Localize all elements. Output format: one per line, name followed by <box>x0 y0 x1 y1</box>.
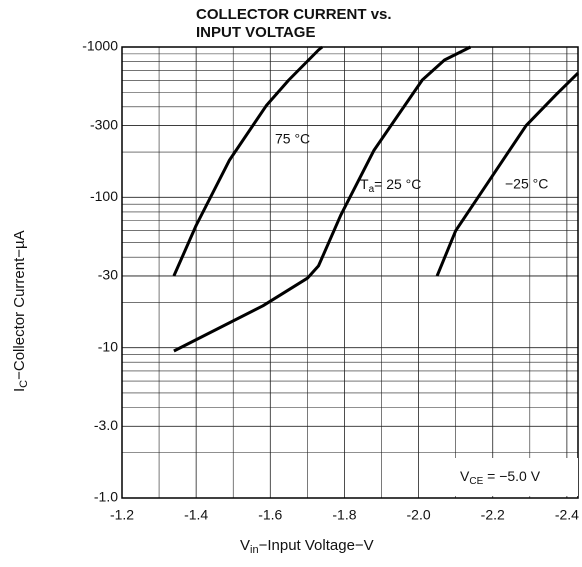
x-tick-label: -1.4 <box>184 507 208 523</box>
series-label: Ta= 25 °C <box>360 176 421 195</box>
chart-title: INPUT VOLTAGE <box>196 24 315 41</box>
y-tick-label: -100 <box>90 188 118 204</box>
y-tick-label: -3.0 <box>94 417 118 433</box>
x-axis-label: Vin−Input Voltage−V <box>240 537 374 556</box>
y-tick-label: -10 <box>98 338 118 354</box>
x-tick-label: -2.2 <box>481 507 505 523</box>
curve <box>172 45 324 277</box>
x-tick-label: -2.4 <box>555 507 579 523</box>
series-label: −25 °C <box>505 176 548 192</box>
plot-frame <box>121 46 579 499</box>
annotation-box <box>452 458 578 496</box>
annotation: VCE = −5.0 V <box>460 468 541 487</box>
x-tick-label: -2.0 <box>407 507 431 523</box>
x-tick-label: -1.2 <box>110 507 134 523</box>
x-tick-label: -1.8 <box>332 507 356 523</box>
y-tick-label: -300 <box>90 116 118 132</box>
x-tick-label: -1.6 <box>258 507 282 523</box>
y-axis-label: IC−Collector Current−µA <box>11 230 30 392</box>
chart-title: COLLECTOR CURRENT vs. <box>196 6 392 23</box>
y-tick-label: -1.0 <box>94 489 118 505</box>
y-tick-label: -1000 <box>82 38 118 54</box>
y-tick-label: -30 <box>98 267 118 283</box>
series-label: 75 °C <box>275 131 310 147</box>
curve <box>435 72 580 277</box>
curve <box>173 45 472 353</box>
